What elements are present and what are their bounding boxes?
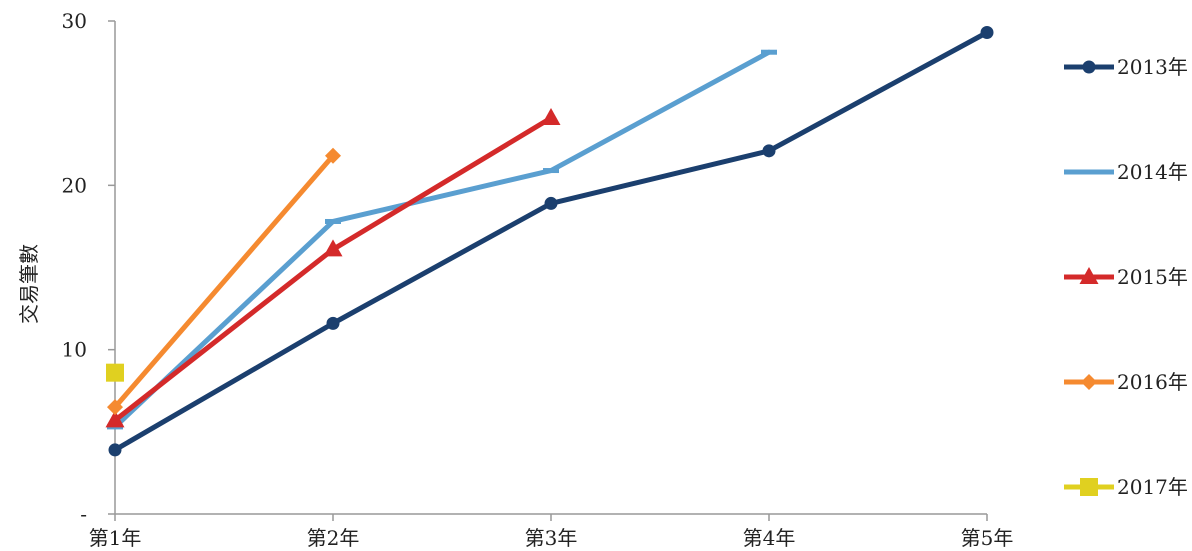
- legend-item: 2017年: [1064, 475, 1188, 499]
- legend-item: 2013年: [1064, 55, 1188, 79]
- legend-item: 2014年: [1064, 160, 1188, 184]
- series-2017: [106, 363, 124, 382]
- legend-label: 2013年: [1117, 55, 1188, 79]
- legend-swatch-marker: [1081, 374, 1097, 390]
- data-point: [323, 239, 343, 257]
- data-point: [544, 196, 558, 210]
- legend-label: 2015年: [1117, 265, 1188, 289]
- data-point: [761, 49, 777, 55]
- series-line: [112, 153, 336, 410]
- legend: 2013年 2014年 2015年 2016年 2017年: [1064, 55, 1188, 499]
- y-tick-label: 20: [62, 173, 87, 197]
- legend-item: 2015年: [1064, 265, 1188, 289]
- legend-item: 2016年: [1064, 370, 1188, 394]
- x-tick-label: 第5年: [961, 526, 1014, 550]
- x-tick-label: 第3年: [525, 526, 578, 550]
- series-2016: [107, 147, 341, 416]
- data-point: [762, 144, 776, 158]
- data-point: [107, 399, 123, 416]
- series-line: [112, 30, 990, 453]
- data-point: [543, 168, 559, 174]
- series-2015: [105, 107, 561, 428]
- legend-label: 2016年: [1117, 370, 1188, 394]
- data-point: [106, 363, 124, 382]
- series-2014: [107, 49, 777, 430]
- y-axis-title: 交易筆數: [17, 244, 41, 324]
- data-point: [980, 26, 994, 40]
- legend-swatch-marker: [1080, 478, 1098, 496]
- data-point: [105, 410, 125, 428]
- y-tick-label: -: [80, 502, 87, 526]
- data-point: [326, 316, 340, 330]
- axes: - 10 20 30 第1年 第2年 第3年 第4年 第5年: [62, 9, 1014, 550]
- legend-label: 2014年: [1117, 160, 1188, 184]
- legend-swatch-marker: [1082, 60, 1096, 74]
- x-tick-label: 第4年: [743, 526, 796, 550]
- series-layer: [105, 26, 994, 457]
- y-tick-label: 10: [62, 338, 87, 362]
- y-tick-label: 30: [62, 9, 87, 33]
- series-2013: [108, 26, 994, 457]
- legend-swatch-marker: [1079, 267, 1099, 284]
- x-tick-label: 第2年: [307, 526, 360, 550]
- data-point: [108, 443, 122, 457]
- data-point: [325, 147, 341, 164]
- data-point: [541, 107, 561, 125]
- data-point: [325, 218, 341, 224]
- legend-swatch-marker: [1081, 169, 1097, 175]
- series-line: [112, 49, 772, 430]
- x-tick-label: 第1年: [89, 526, 142, 550]
- legend-label: 2017年: [1117, 475, 1188, 499]
